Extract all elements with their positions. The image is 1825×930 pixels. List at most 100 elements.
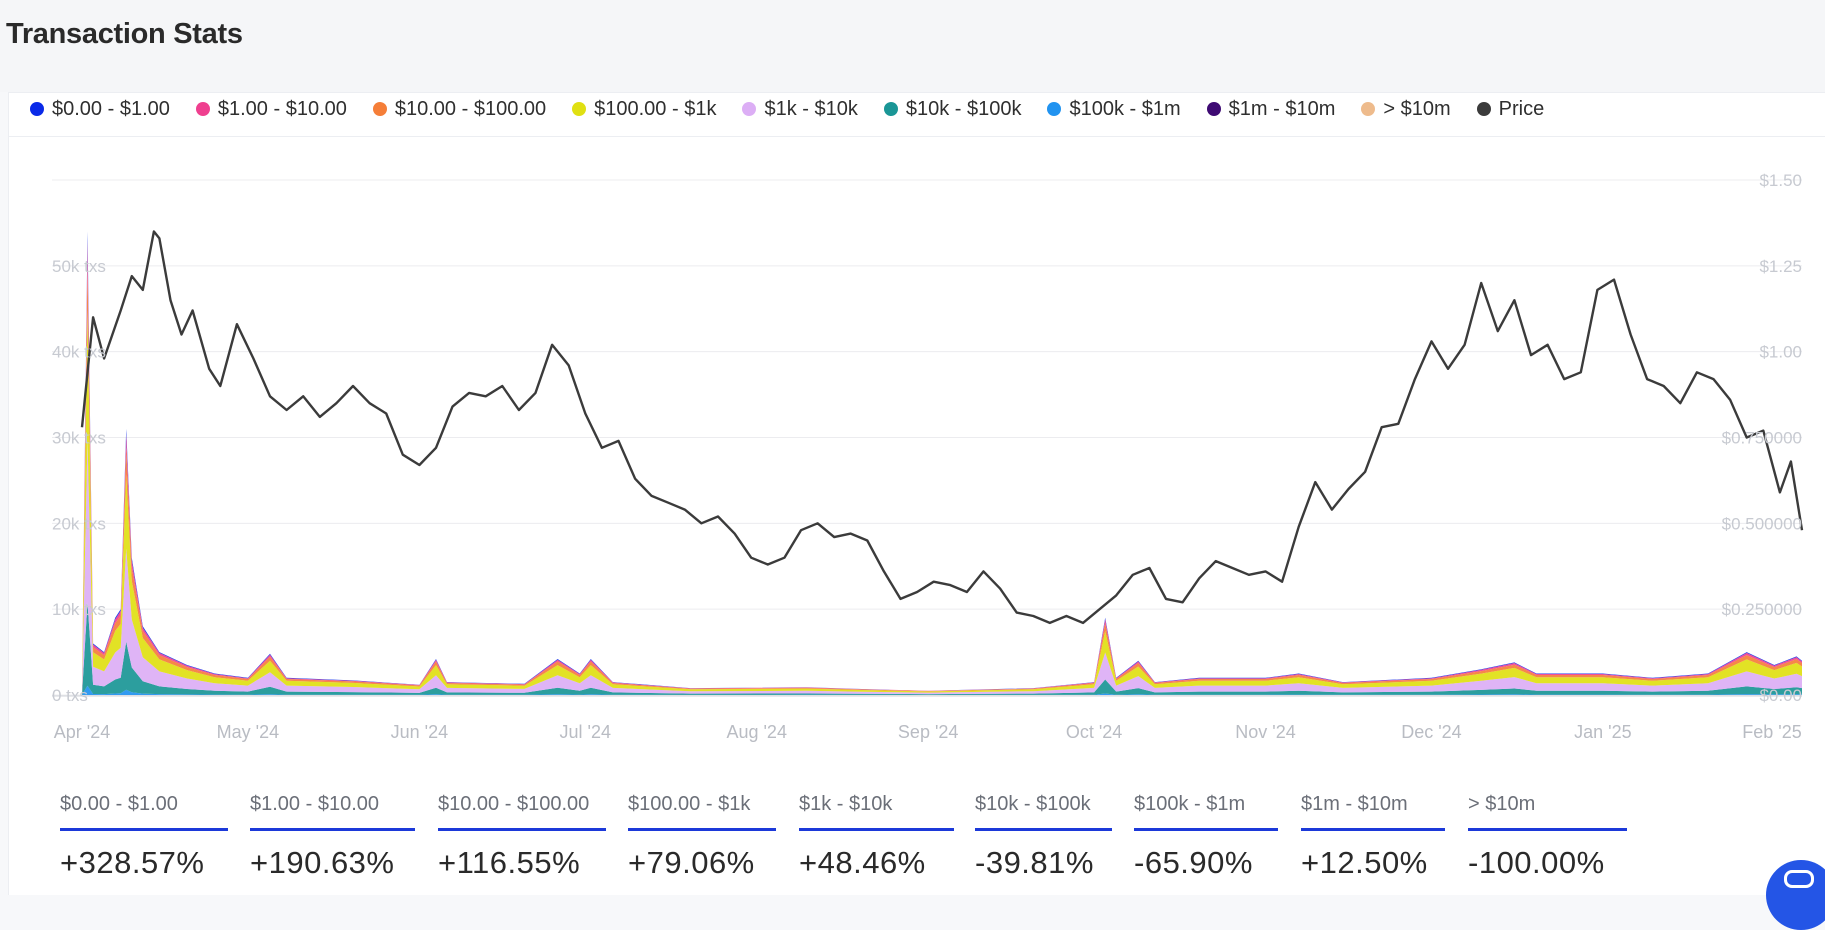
legend-label: $100.00 - $1k [594,97,717,120]
stat-underline [799,828,954,831]
area-band--0-00-1-00 [82,231,1802,691]
x-tick-label: Dec '24 [1401,722,1461,742]
stat-underline [1134,828,1278,831]
stat-value: +328.57% [60,845,205,880]
header-bar: Transaction Stats [0,0,1825,92]
right-tick-label: $1.50 [1759,171,1802,190]
stat-value: -100.00% [1468,845,1605,880]
legend-dot-icon [1047,102,1062,116]
left-tick-label: 10k txs [52,600,106,619]
legend-item[interactable]: $10k - $100k [883,97,1022,121]
legend-item[interactable]: $0.00 - $1.00 [30,98,170,121]
legend-dot-icon [195,102,210,116]
stat-item[interactable]: $1.00 - $10.00 +190.63% [250,790,415,881]
stat-label: $1.00 - $10.00 [250,793,379,815]
stat-item[interactable]: $10.00 - $100.00 +116.55% [438,790,606,881]
stat-item[interactable]: $1m - $10m +12.50% [1301,790,1445,881]
stat-item[interactable]: > $10m -100.00% [1468,790,1627,881]
stat-value: -39.81% [975,845,1094,880]
legend-dot-icon [883,102,898,116]
chart-legend: $0.00 - $1.00 $1.00 - $10.00 $10.00 - $100… [30,96,1570,122]
legend-label: $10.00 - $100.00 [394,97,547,120]
right-tick-label: $1.25 [1759,257,1802,276]
stat-item[interactable]: $100.00 - $1k +79.06% [628,790,776,881]
stat-underline [628,828,776,831]
stat-underline [438,828,606,831]
x-tick-label: Oct '24 [1066,722,1122,742]
transaction-stats-chart: 0 txs 10k txs 20k txs 30k txs 40k txs 50k txs… [52,171,1804,742]
x-tick-label: Jul '24 [560,722,611,742]
right-tick-label: $0.500000 [1722,514,1802,533]
left-tick-label: 0 txs [52,686,88,705]
legend-dot-icon [1361,102,1376,116]
legend-label: > $10m [1383,97,1451,120]
legend-dot-icon [1206,102,1221,116]
stat-item[interactable]: $0.00 - $1.00 +328.57% [60,790,228,881]
stat-label: $100k - $1m [1134,793,1246,815]
x-tick-label: May '24 [217,722,279,742]
legend-item[interactable]: $1m - $10m [1206,97,1336,121]
legend-label: $1k - $10k [764,97,858,120]
page-title: Transaction Stats [6,18,243,50]
price-line [80,230,1804,625]
area-band--1k-10k [82,440,1802,695]
legend-item[interactable]: > $10m [1361,97,1451,121]
right-tick-label: $0.00 [1759,686,1802,705]
stat-item[interactable]: $10k - $100k -39.81% [975,790,1112,881]
legend-dot-icon [30,102,44,116]
area-band--1-00-10-00 [82,240,1802,692]
legend-item[interactable]: $1.00 - $10.00 [195,97,347,121]
left-tick-label: 40k txs [52,343,106,362]
stat-label: $1m - $10m [1301,793,1408,815]
legend-label: $1.00 - $10.00 [217,97,347,120]
legend-divider [8,136,1825,137]
legend-label: $1m - $10m [1228,97,1336,120]
legend-label: $10k - $100k [905,97,1022,120]
stat-value: +79.06% [628,845,755,880]
chat-widget-button[interactable] [1766,860,1825,930]
x-tick-label: Nov '24 [1235,722,1295,742]
x-tick-label: Jun '24 [391,722,448,742]
stat-value: +116.55% [438,845,581,880]
stats-row: $0.00 - $1.00 +328.57% $1.00 - $10.00 +190.… [0,790,1825,895]
legend-item[interactable]: $10.00 - $100.00 [372,97,547,121]
area-band--10-00-100-00 [82,263,1802,692]
x-tick-label: Feb '25 [1742,722,1801,742]
legend-dot-icon [572,102,587,116]
stat-underline [975,828,1112,831]
stat-label: $1k - $10k [799,793,893,815]
legend-label: $0.00 - $1.00 [52,97,170,120]
stat-label: $100.00 - $1k [628,793,751,815]
legend-item[interactable]: $100k - $1m [1047,98,1181,121]
stat-underline [250,828,415,831]
stat-label: $10.00 - $100.00 [438,793,590,815]
left-tick-label: 30k txs [52,429,106,448]
left-tick-label: 20k txs [52,514,106,533]
stat-label: > $10m [1468,793,1536,815]
left-tick-label: 50k txs [52,257,106,276]
stat-value: -65.90% [1134,845,1253,880]
legend-dot-icon [1476,102,1491,116]
x-tick-label: Aug '24 [726,722,787,742]
right-tick-label: $0.750000 [1722,429,1802,448]
chat-icon [1784,870,1814,888]
stat-label: $0.00 - $1.00 [60,793,178,815]
stat-underline [60,828,228,831]
stat-value: +12.50% [1301,845,1428,880]
stat-value: +190.63% [250,845,395,880]
right-tick-label: $1.00 [1759,343,1802,362]
area-band--100-00-1k [82,310,1802,693]
stat-item[interactable]: $100k - $1m -65.90% [1134,790,1278,881]
stat-item[interactable]: $1k - $10k +48.46% [799,790,954,881]
legend-dot-icon [742,102,757,116]
chart-card [8,92,1825,895]
legend-label: Price [1498,97,1545,120]
stat-underline [1468,828,1627,831]
x-tick-label: Jan '25 [1574,722,1631,742]
right-tick-label: $0.250000 [1722,600,1802,619]
legend-item[interactable]: Price [1476,97,1545,121]
legend-item[interactable]: $100.00 - $1k [572,98,716,121]
x-tick-label: Sep '24 [898,722,959,742]
stat-underline [1301,828,1445,831]
legend-item[interactable]: $1k - $10k [742,97,858,121]
